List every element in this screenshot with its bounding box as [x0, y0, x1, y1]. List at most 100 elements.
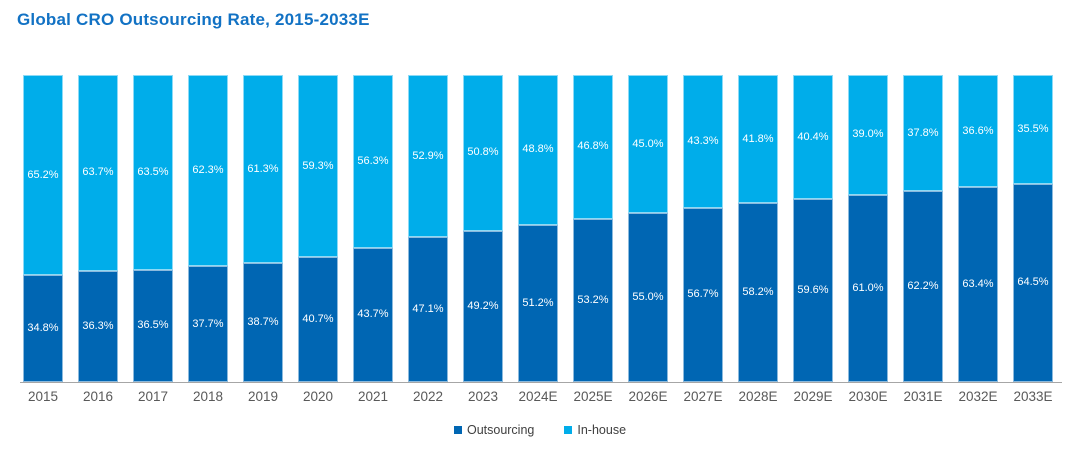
segment-outsourcing-2032e: 63.4%: [958, 187, 998, 382]
bar-value-label: 41.8%: [742, 132, 774, 145]
bar-value-label: 40.7%: [302, 313, 334, 326]
bar-value-label: 34.8%: [27, 322, 59, 335]
bar-value-label: 58.2%: [742, 286, 774, 299]
x-tick-label: 2027E: [683, 389, 723, 404]
bar-value-label: 50.8%: [467, 146, 499, 159]
segment-outsourcing-2028e: 58.2%: [738, 203, 778, 382]
x-tick-2025e: 2025E: [573, 389, 613, 404]
x-tick-label: 2032E: [958, 389, 998, 404]
bar-group-2018: 62.3% 37.7%: [188, 75, 228, 382]
x-tick-2027e: 2027E: [683, 389, 723, 404]
x-tick-label: 2019: [247, 389, 279, 404]
x-tick-2030e: 2030E: [848, 389, 888, 404]
bar-value-label: 61.3%: [247, 162, 279, 175]
bar-value-label: 52.9%: [412, 149, 444, 162]
x-tick-2032e: 2032E: [958, 389, 998, 404]
x-tick-2023: 2023: [463, 389, 503, 404]
bar-group-2025e: 46.8% 53.2%: [573, 75, 613, 382]
x-tick-label: 2025E: [573, 389, 613, 404]
x-tick-label: 2021: [357, 389, 389, 404]
x-tick-label: 2031E: [903, 389, 943, 404]
segment-outsourcing-2029e: 59.6%: [793, 199, 833, 382]
bar-group-2030e: 39.0% 61.0%: [848, 75, 888, 382]
segment-in-house-2026e: 45.0%: [628, 75, 668, 214]
bar-group-2029e: 40.4% 59.6%: [793, 75, 833, 382]
segment-outsourcing-2024e: 51.2%: [518, 224, 558, 382]
bar-group-2032e: 36.6% 63.4%: [958, 75, 998, 382]
segment-in-house-2029e: 40.4%: [793, 75, 833, 200]
segment-in-house-2022: 52.9%: [408, 75, 448, 238]
segment-outsourcing-2025e: 53.2%: [573, 218, 613, 382]
bar-value-label: 36.6%: [962, 124, 994, 137]
x-tick-2029e: 2029E: [793, 389, 833, 404]
segment-in-house-2015: 65.2%: [23, 75, 63, 276]
x-tick-label: 2024E: [518, 389, 558, 404]
legend-item-outsourcing: Outsourcing: [453, 423, 535, 437]
bar-value-label: 38.7%: [247, 316, 279, 329]
bar-value-label: 63.4%: [962, 278, 994, 291]
bar-group-2023: 50.8% 49.2%: [463, 75, 503, 382]
bar-value-label: 47.1%: [412, 303, 444, 316]
legend-marker-outsourcing: [453, 426, 462, 434]
x-tick-label: 2017: [137, 389, 169, 404]
segment-in-house-2033e: 35.5%: [1013, 75, 1053, 184]
x-tick-label: 2015: [27, 389, 59, 404]
segment-outsourcing-2027e: 56.7%: [683, 207, 723, 382]
bar-group-2033e: 35.5% 64.5%: [1013, 75, 1053, 382]
x-tick-2020: 2020: [298, 389, 338, 404]
segment-outsourcing-2018: 37.7%: [188, 266, 228, 382]
segment-in-house-2025e: 46.8%: [573, 75, 613, 219]
bar-group-2027e: 43.3% 56.7%: [683, 75, 723, 382]
x-tick-label: 2016: [82, 389, 114, 404]
x-tick-2028e: 2028E: [738, 389, 778, 404]
segment-in-house-2020: 59.3%: [298, 75, 338, 258]
x-tick-label: 2023: [467, 389, 499, 404]
x-tick-label: 2030E: [848, 389, 888, 404]
bar-group-2022: 52.9% 47.1%: [408, 75, 448, 382]
bar-group-2031e: 37.8% 62.2%: [903, 75, 943, 382]
legend-label-inhouse: In-house: [577, 423, 627, 437]
bar-series-area: 65.2% 34.8% 63.7% 36.3% 63.5% 36.5% 62.3% 37.7%…: [23, 75, 1053, 382]
bar-value-label: 36.5%: [137, 319, 169, 332]
segment-in-house-2019: 61.3%: [243, 75, 283, 264]
x-axis-labels: 2015 2016 2017 2018 2019 2020 2021 2022 2023 2024…: [23, 389, 1053, 404]
x-tick-2016: 2016: [78, 389, 118, 404]
x-tick-label: 2028E: [738, 389, 778, 404]
segment-in-house-2031e: 37.8%: [903, 75, 943, 192]
segment-in-house-2028e: 41.8%: [738, 75, 778, 204]
legend-label-outsourcing: Outsourcing: [466, 423, 535, 437]
segment-in-house-2017: 63.5%: [133, 75, 173, 270]
bar-value-label: 36.3%: [82, 319, 114, 332]
x-tick-2019: 2019: [243, 389, 283, 404]
bar-group-2015: 65.2% 34.8%: [23, 75, 63, 382]
segment-outsourcing-2033e: 64.5%: [1013, 183, 1053, 382]
bar-value-label: 43.3%: [687, 134, 719, 147]
x-tick-2033e: 2033E: [1013, 389, 1053, 404]
bar-value-label: 62.2%: [907, 280, 939, 292]
x-tick-2026e: 2026E: [628, 389, 668, 404]
x-tick-label: 2018: [192, 389, 224, 404]
segment-outsourcing-2030e: 61.0%: [848, 194, 888, 382]
x-axis-line: [20, 382, 1062, 383]
x-tick-label: 2029E: [793, 389, 833, 404]
segment-outsourcing-2020: 40.7%: [298, 257, 338, 382]
bar-group-2017: 63.5% 36.5%: [133, 75, 173, 382]
segment-outsourcing-2015: 34.8%: [23, 275, 63, 382]
segment-outsourcing-2021: 43.7%: [353, 247, 393, 382]
segment-in-house-2018: 62.3%: [188, 75, 228, 267]
x-tick-2021: 2021: [353, 389, 393, 404]
x-tick-2022: 2022: [408, 389, 448, 404]
bar-value-label: 39.0%: [852, 128, 884, 141]
bar-group-2028e: 41.8% 58.2%: [738, 75, 778, 382]
x-tick-2024e: 2024E: [518, 389, 558, 404]
segment-in-house-2027e: 43.3%: [683, 75, 723, 208]
x-tick-label: 2022: [412, 389, 444, 404]
bar-group-2016: 63.7% 36.3%: [78, 75, 118, 382]
bar-value-label: 65.2%: [27, 168, 59, 181]
bar-value-label: 55.0%: [632, 291, 664, 304]
legend-item-inhouse: In-house: [564, 423, 626, 437]
bar-value-label: 64.5%: [1017, 276, 1049, 289]
bar-value-label: 59.3%: [302, 159, 334, 172]
x-tick-2018: 2018: [188, 389, 228, 404]
